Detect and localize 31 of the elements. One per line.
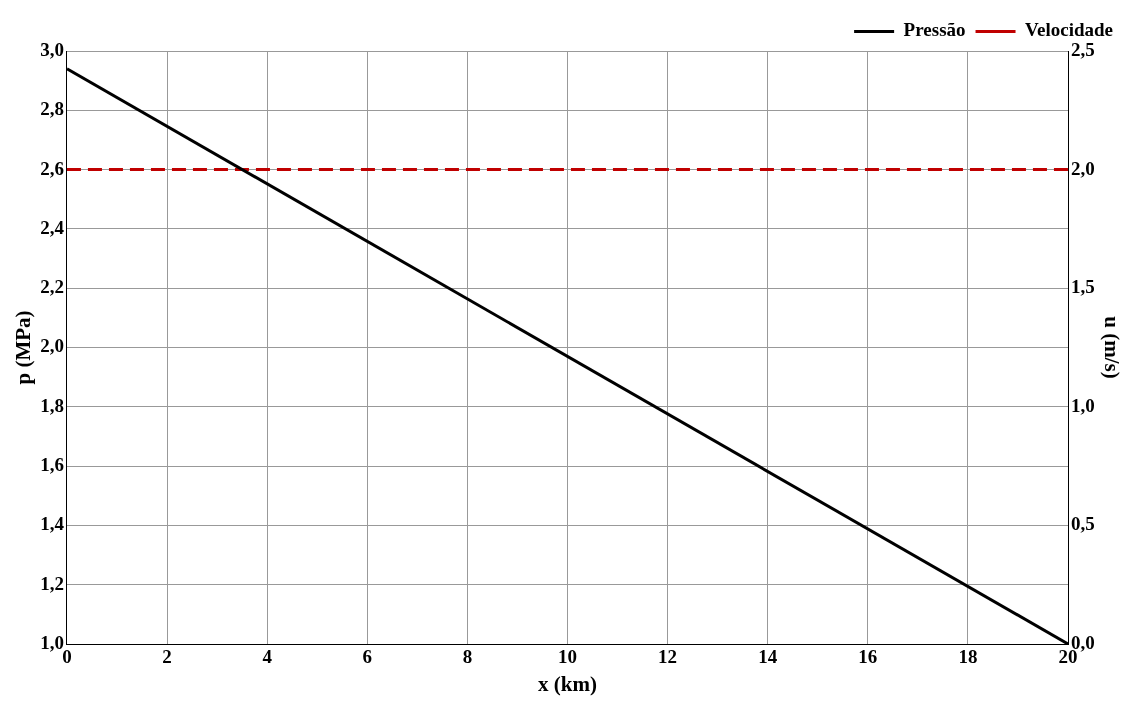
- x-tick-label: 0: [62, 646, 72, 668]
- y-tick-label: 2,0: [40, 335, 64, 357]
- legend-label: Velocidade: [1025, 19, 1113, 41]
- y-tick-label: 2,2: [40, 276, 64, 298]
- y2-tick-label: 1,5: [1071, 276, 1095, 298]
- x-tick-label: 6: [362, 646, 373, 668]
- y-tick-label: 1,6: [40, 454, 64, 476]
- y-tick-label: 2,4: [40, 216, 65, 238]
- y-tick-label: 2,8: [40, 98, 64, 120]
- x-tick-label: 16: [858, 646, 878, 668]
- y-tick-label: 1,0: [40, 631, 64, 653]
- y-tick-label: 2,6: [40, 157, 64, 179]
- x-tick-label: 12: [658, 646, 678, 668]
- x-tick-label: 4: [262, 646, 273, 668]
- x-tick-label: 10: [558, 646, 577, 668]
- y2-axis-title: u (m/s): [1099, 316, 1124, 379]
- y-axis-title: p (MPa): [11, 310, 36, 385]
- x-tick-label: 8: [462, 646, 473, 668]
- y-tick-label: 1,4: [40, 513, 65, 535]
- x-tick-label: 18: [958, 646, 978, 668]
- x-axis-title: x (km): [538, 671, 597, 696]
- y2-tick-label: 0,5: [1071, 513, 1095, 535]
- y-tick-label: 3,0: [40, 38, 64, 60]
- y2-tick-label: 2,0: [1071, 157, 1095, 179]
- y2-tick-label: 2,5: [1071, 38, 1095, 60]
- x-tick-label: 14: [758, 646, 778, 668]
- y-tick-label: 1,8: [40, 394, 64, 416]
- y2-tick-label: 1,0: [1071, 394, 1095, 416]
- x-tick-label: 2: [162, 646, 172, 668]
- legend-label: Pressão: [903, 19, 966, 41]
- y-tick-label: 1,2: [40, 572, 64, 594]
